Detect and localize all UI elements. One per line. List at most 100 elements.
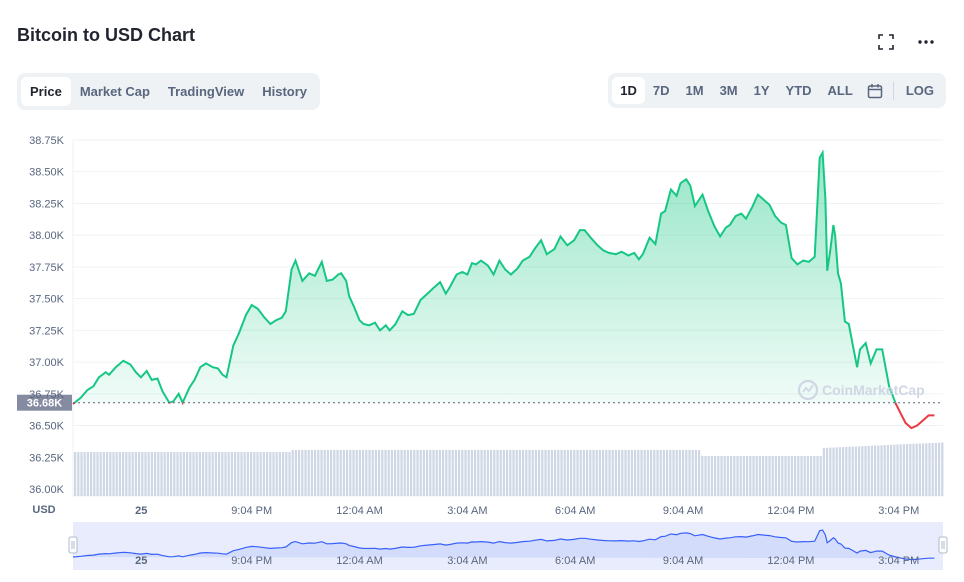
tab-tradingview[interactable]: TradingView <box>167 84 245 99</box>
log-scale-toggle[interactable]: LOG <box>905 83 934 98</box>
volume-bar <box>890 444 893 496</box>
y-tick-label: 37.25K <box>29 325 65 337</box>
volume-bar <box>211 452 214 496</box>
volume-bar <box>342 450 345 496</box>
y-tick-label: 37.50K <box>29 294 65 306</box>
volume-bar <box>592 450 595 496</box>
volume-bar <box>573 450 576 496</box>
current-price-badge <box>17 394 72 411</box>
volume-bar <box>147 452 150 496</box>
volume-bar <box>624 450 627 496</box>
volume-bar <box>528 450 531 496</box>
range-7d[interactable]: 7D <box>652 83 670 98</box>
volume-bar <box>109 452 112 496</box>
volume-bar <box>83 452 86 496</box>
volume-bar <box>813 456 816 496</box>
volume-bar <box>714 456 717 496</box>
chart-title: Bitcoin to USD Chart <box>17 25 195 45</box>
volume-bar <box>416 450 419 496</box>
volume-bar <box>688 450 691 496</box>
volume-bar <box>141 452 144 496</box>
range-1d[interactable]: 1D <box>612 77 645 104</box>
volume-bar <box>646 450 649 496</box>
range-3m[interactable]: 3M <box>719 83 738 98</box>
volume-bar <box>256 452 259 496</box>
volume-bar <box>707 456 710 496</box>
volume-bar <box>611 450 614 496</box>
tab-history[interactable]: History <box>262 84 308 99</box>
volume-bar <box>662 450 665 496</box>
volume-bar <box>221 452 224 496</box>
volume-bar <box>445 450 448 496</box>
volume-bar <box>554 450 557 496</box>
volume-bar <box>435 450 438 496</box>
range-all[interactable]: ALL <box>827 83 853 98</box>
volume-bar <box>125 452 128 496</box>
navigator-left-handle[interactable] <box>68 536 78 554</box>
tab-price[interactable]: Price <box>21 77 71 106</box>
volume-bar <box>672 450 675 496</box>
calendar-icon[interactable] <box>861 77 889 105</box>
volume-bar <box>106 452 109 496</box>
chart-type-tabs: Price Market Cap TradingView History <box>17 73 321 110</box>
volume-bar <box>298 450 301 496</box>
volume-bar <box>570 450 573 496</box>
volume-bar <box>406 450 409 496</box>
navigator-right-handle[interactable] <box>938 536 948 554</box>
volume-bar <box>694 450 697 496</box>
volume-bar <box>368 450 371 496</box>
volume-bar <box>486 450 489 496</box>
range-divider <box>892 81 894 100</box>
more-horizontal-icon[interactable] <box>915 31 937 53</box>
volume-bar <box>234 452 237 496</box>
volume-bar <box>227 452 230 496</box>
navigator-area <box>73 530 935 560</box>
volume-bar <box>118 452 121 496</box>
volume-bar <box>618 450 621 496</box>
volume-bar <box>717 456 720 496</box>
volume-bar <box>864 446 867 496</box>
volume-bar <box>822 447 825 496</box>
fullscreen-icon[interactable] <box>875 31 897 53</box>
volume-bar <box>835 447 838 496</box>
volume-bar <box>810 456 813 496</box>
volume-bar <box>736 456 739 496</box>
volume-bar <box>931 442 934 496</box>
volume-bar <box>454 450 457 496</box>
volume-bar <box>784 456 787 496</box>
volume-bar <box>838 447 841 496</box>
x-tick-label: 3:04 PM <box>878 505 919 517</box>
volume-bar <box>934 442 937 496</box>
x-axis: USD 25 9:04 PM 12:04 AM 3:04 AM 6:04 AM 9:04 A… <box>32 504 919 517</box>
range-1y[interactable]: 1Y <box>753 83 770 98</box>
volume-bar <box>720 456 723 496</box>
volume-bar <box>224 452 227 496</box>
volume-bar <box>614 450 617 496</box>
volume-bar <box>710 456 713 496</box>
volume-bar <box>349 450 352 496</box>
volume-bar <box>726 456 729 496</box>
volume-bar <box>659 450 662 496</box>
x-tick-label: 12:04 PM <box>767 505 814 517</box>
volume-bar <box>352 450 355 496</box>
range-1m[interactable]: 1M <box>685 83 704 98</box>
volume-bar <box>250 452 253 496</box>
range-ytd[interactable]: YTD <box>785 83 812 98</box>
volume-bar <box>461 450 464 496</box>
volume-bar <box>547 450 550 496</box>
volume-bar <box>522 450 525 496</box>
volume-bar <box>394 450 397 496</box>
y-tick-label: 38.25K <box>29 198 65 210</box>
volume-bar <box>230 452 233 496</box>
volume-bar <box>122 452 125 496</box>
volume-bar <box>246 452 249 496</box>
range-navigator[interactable]: 25 9:04 PM 12:04 AM 3:04 AM 6:04 AM 9:04 AM 12… <box>68 522 948 570</box>
volume-bar <box>861 446 864 496</box>
volume-bar <box>794 456 797 496</box>
navigator-tick-label: 12:04 PM <box>767 555 814 567</box>
tab-market-cap[interactable]: Market Cap <box>79 84 150 99</box>
y-tick-label: 37.00K <box>29 357 65 369</box>
volume-bar <box>675 450 678 496</box>
volume-bar <box>512 450 515 496</box>
